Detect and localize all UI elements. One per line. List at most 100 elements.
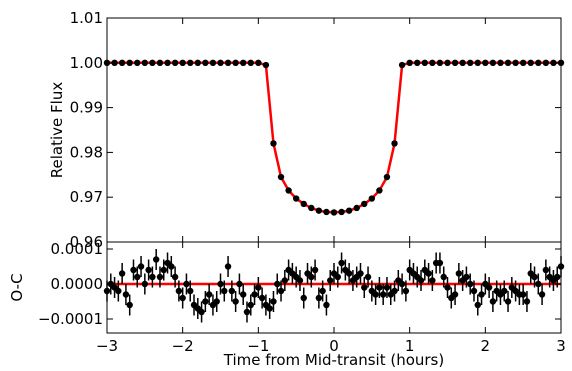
residual-point [281,277,289,284]
flux-point [171,59,179,66]
residual-point [141,280,149,288]
residual-point [463,273,470,281]
residual-point [202,298,209,305]
flux-point [361,200,368,208]
residual-point [478,291,485,298]
flux-point [519,59,527,66]
flux-point [292,195,300,202]
flux-point [149,59,156,66]
flux-point [187,59,194,66]
residual-point [315,294,323,302]
flux-point [535,59,542,66]
flux-point [512,59,519,66]
residual-point [398,280,406,288]
residual-point [118,270,126,277]
residual-point [240,291,247,298]
flux-point [406,59,413,66]
residual-point [531,273,538,281]
residual-point [467,280,474,288]
residual-point [255,284,262,291]
residual-point [247,301,254,309]
residual-point [376,284,383,291]
top-y-axis-label: Relative Flux [48,82,66,179]
residual-point [179,294,186,302]
residual-point [126,301,133,309]
flux-point [111,59,118,66]
bottom-residual-points [103,249,565,323]
flux-point [459,59,466,66]
flux-point [376,187,383,194]
flux-point [277,173,285,181]
flux-point [330,209,338,216]
flux-point [542,59,550,66]
residual-point [323,301,330,309]
y-tick-label: 0.97 [70,188,103,206]
residual-point [277,287,285,295]
residual-point [489,298,497,305]
flux-point [368,195,376,202]
x-tick-label: −1 [247,337,269,355]
flux-point [126,59,133,66]
residual-point [470,287,478,295]
residual-point [149,273,156,281]
residual-point [130,266,137,274]
residual-point [137,263,145,270]
residual-point [156,273,164,281]
residual-point [296,277,304,284]
flux-point [482,59,489,66]
flux-point [141,59,149,66]
residual-point [171,273,179,281]
residual-point [134,273,141,281]
flux-point [353,204,360,212]
residual-point [504,298,512,305]
residual-point [402,287,410,295]
flux-point [202,59,209,66]
residual-point [485,284,493,291]
residual-point [474,301,481,309]
flux-point [474,59,481,66]
top-axes-frame [106,17,562,243]
residual-point [364,273,372,281]
residual-point [198,308,205,316]
flux-point [436,59,444,66]
x-tick-label: 3 [556,337,566,355]
flux-point [323,208,330,216]
residual-point [357,270,364,277]
residual-point [372,291,379,298]
flux-point [383,173,391,181]
x-tick-label: −3 [96,337,118,355]
flux-point [489,59,497,66]
top-data-points [103,59,565,216]
flux-point [262,61,270,69]
residual-point [440,273,447,281]
flux-point [232,59,239,66]
flux-point [444,59,451,66]
residual-point [175,287,183,295]
x-tick-label: 1 [405,337,415,355]
flux-point [467,59,474,66]
y-tick-label: 0.0000 [51,275,104,293]
residual-point [379,291,387,298]
flux-point [285,187,292,194]
flux-point [308,204,315,212]
flux-point [451,59,459,66]
residual-point [334,273,341,281]
residual-point [251,291,258,298]
residual-point [538,291,546,298]
residual-point [451,291,459,298]
residual-point [160,266,167,274]
residual-point [270,298,277,305]
residual-point [213,298,220,305]
residual-point [243,308,251,316]
x-tick-label: 2 [481,337,491,355]
residual-point [429,277,436,284]
residual-point [519,291,527,298]
residual-point [345,270,353,277]
residual-point [319,287,326,295]
flux-point [156,59,164,66]
x-tick-label: −2 [172,337,194,355]
flux-point [134,59,141,66]
residual-point [535,280,542,288]
flux-point [270,140,277,147]
y-tick-label: 0.99 [70,99,103,117]
